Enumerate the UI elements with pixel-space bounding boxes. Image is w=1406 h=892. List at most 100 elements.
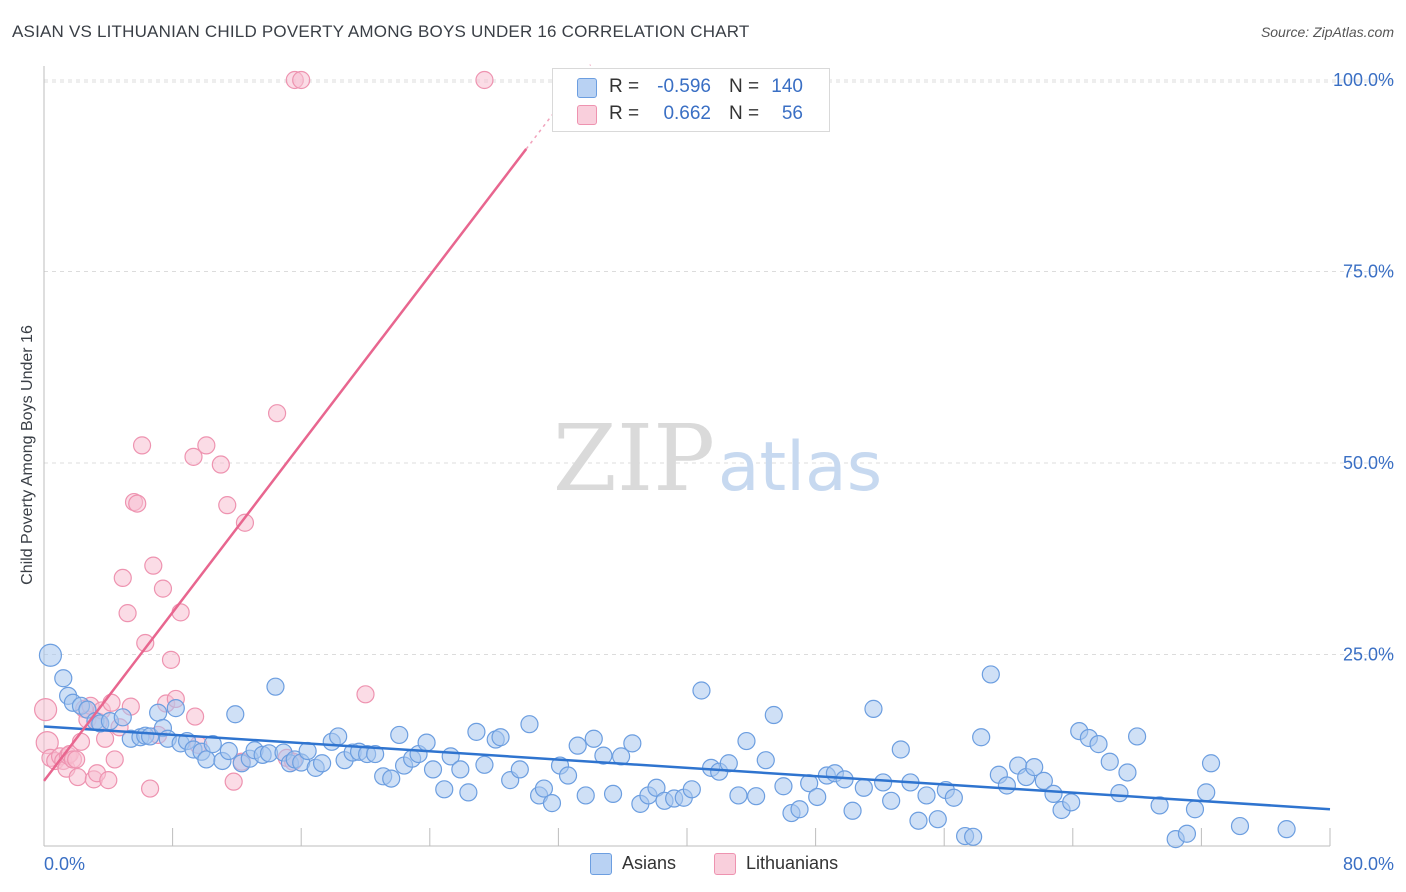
asian-point-39 [312, 754, 332, 773]
lith-point-37 [161, 650, 181, 669]
lithuanians-legend-swatch [714, 853, 736, 875]
asian-point-134 [1150, 796, 1169, 815]
asian-point-55 [435, 780, 454, 799]
lith-point-21 [99, 771, 118, 790]
lith-point-22 [102, 693, 121, 712]
asian-point-129 [1089, 735, 1108, 754]
asians-n-value: 140 [771, 76, 803, 97]
asian-point-113 [944, 788, 963, 807]
lithuanians-legend-label: Lithuanians [746, 853, 839, 873]
asian-point-139 [1201, 754, 1221, 773]
asian-point-72 [576, 786, 595, 805]
series-legend: Asians Lithuanians [0, 850, 1406, 878]
lith-point-45 [218, 496, 237, 515]
asians-n-label: N = [729, 76, 760, 97]
trend-lines [43, 64, 1331, 811]
axes [43, 66, 1331, 847]
lith-point-48 [235, 513, 255, 532]
asian-point-25 [219, 741, 238, 761]
lithuanians-points [34, 70, 494, 798]
asian-point-133 [1127, 727, 1147, 746]
lith-point-20 [95, 729, 115, 748]
y-tick-label-1: 50.0% [1343, 453, 1394, 473]
asian-point-137 [1185, 800, 1205, 819]
asian-point-102 [843, 801, 862, 820]
lithuanians-r-label: R = [609, 103, 640, 124]
asian-point-140 [1230, 816, 1250, 836]
asian-point-26 [226, 705, 245, 724]
watermark-zip: ZIP [553, 405, 715, 512]
lith-point-44 [211, 455, 230, 474]
asian-point-116 [972, 728, 991, 747]
grid-lines [44, 79, 1394, 655]
asians-legend-swatch [590, 853, 612, 875]
lith-point-54 [356, 685, 375, 704]
asian-point-58 [459, 783, 478, 802]
asian-point-74 [594, 746, 613, 765]
lith-point-11 [68, 767, 87, 787]
lith-point-53 [292, 70, 311, 90]
asian-point-68 [542, 794, 562, 813]
asian-point-96 [790, 800, 809, 819]
asian-point-141 [1277, 820, 1296, 839]
lithuanians-swatch [577, 105, 597, 125]
tick-labels: 25.0% 50.0% 75.0% 100.0% 0.0% 80.0% [44, 70, 1394, 874]
legend-row-lithuanians: R = 0.662 N = 56 [553, 100, 829, 128]
asian-point-62 [491, 728, 510, 747]
lith-point-25 [113, 568, 132, 588]
asians-points [38, 643, 1296, 849]
x-tick-label-max: 80.0% [1343, 854, 1394, 874]
x-tick-label-min: 0.0% [44, 854, 85, 874]
asian-point-22 [197, 750, 216, 769]
lith-point-33 [144, 556, 163, 575]
asian-point-111 [928, 810, 947, 829]
asian-point-136 [1177, 824, 1197, 843]
asian-point-93 [764, 705, 783, 725]
lith-point-35 [153, 579, 173, 598]
lith-point-26 [118, 604, 137, 623]
asian-point-124 [1044, 784, 1063, 804]
asian-point-75 [603, 784, 623, 804]
asian-point-17 [166, 699, 185, 718]
asian-point-85 [692, 681, 711, 700]
lithuanians-n-value: 56 [781, 103, 803, 124]
lith-point-32 [140, 779, 160, 798]
lith-point-31 [136, 633, 155, 653]
watermark: ZIP atlas [553, 405, 882, 512]
watermark-atlas: atlas [718, 428, 882, 507]
asians-r-label: R = [609, 76, 640, 97]
asian-point-138 [1197, 783, 1216, 802]
asian-point-89 [729, 786, 748, 805]
asian-point-117 [981, 665, 1000, 684]
asian-point-98 [808, 787, 827, 807]
lith-point-10 [67, 750, 86, 769]
asians-legend-label: Asians [622, 853, 677, 873]
asian-point-73 [584, 729, 603, 748]
asian-point-1 [54, 669, 73, 688]
asian-point-54 [423, 760, 443, 779]
asian-point-64 [510, 760, 529, 779]
y-tick-label-3: 100.0% [1333, 70, 1394, 90]
asian-point-84 [682, 780, 701, 799]
lith-point-39 [171, 603, 190, 622]
y-tick-label-2: 75.0% [1343, 262, 1394, 282]
lith-point-46 [224, 772, 243, 791]
asian-point-123 [1034, 771, 1053, 790]
asian-point-53 [417, 733, 436, 752]
asians-swatch [577, 78, 597, 98]
source-credit: Source: ZipAtlas.com [1260, 24, 1394, 40]
lith-point-41 [186, 707, 205, 726]
correlation-legend: R = -0.596 N = 140 R = 0.662 N = 56 [552, 68, 830, 132]
asian-point-90 [737, 731, 756, 751]
y-tick-label-0: 25.0% [1343, 645, 1394, 665]
asian-point-130 [1100, 752, 1119, 771]
asian-point-131 [1110, 784, 1129, 803]
asian-point-80 [647, 778, 666, 797]
asian-point-115 [964, 827, 983, 846]
asian-point-94 [774, 777, 793, 796]
asian-point-105 [874, 773, 893, 792]
asian-point-103 [854, 778, 873, 797]
lith-point-30 [132, 436, 152, 455]
asian-point-67 [534, 779, 554, 798]
asian-point-57 [451, 760, 470, 779]
